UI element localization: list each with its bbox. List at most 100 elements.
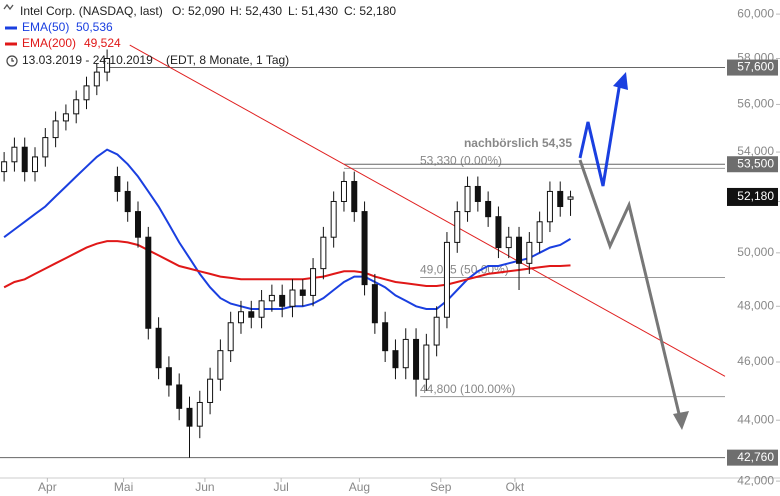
candle-body: [546, 190, 553, 223]
legend-title: Intel Corp. (NASDAQ, last): [20, 4, 163, 18]
candle-body: [443, 241, 450, 318]
candle-body: [258, 300, 265, 318]
candle-body: [227, 322, 234, 352]
legend-ohlc: O: 52,090: [172, 4, 225, 18]
level-box: [727, 59, 778, 76]
level-label: 57,600: [737, 60, 774, 74]
candle-body: [186, 407, 193, 427]
y-tick-label: 46,000: [737, 354, 774, 368]
annotation: nachbörslich 54,35: [464, 136, 572, 150]
clock-icon: [6, 55, 18, 67]
candle-body: [114, 176, 121, 192]
candle-body: [557, 190, 564, 208]
candle-body: [237, 311, 244, 324]
last-price-label: 52,180: [737, 189, 774, 203]
candle-body: [279, 294, 286, 307]
candle-body: [248, 311, 255, 318]
x-tick-label: Jun: [195, 480, 214, 494]
candle-body: [62, 113, 69, 122]
candle-body: [485, 200, 492, 218]
clock-hand: [11, 58, 14, 62]
candle-body: [382, 322, 389, 352]
y-tick-label: 50,000: [737, 245, 774, 259]
y-tick-label: 54,000: [737, 144, 774, 158]
fib-label: 49,065 (50.00%): [420, 263, 509, 277]
candle-body: [104, 57, 111, 73]
legend-period-note: (EDT, 8 Monate, 1 Tag): [166, 53, 289, 67]
ema-line: [3, 240, 571, 289]
candle-body: [371, 284, 378, 324]
x-tick-label: Okt: [506, 480, 525, 494]
level-box: [727, 156, 778, 173]
candle-body: [402, 338, 409, 369]
candle-body: [361, 211, 368, 286]
candle-body: [567, 196, 574, 200]
x-tick-label: Aug: [349, 480, 370, 494]
candle-body: [536, 221, 543, 243]
candle-body: [52, 120, 59, 139]
bull-arrow: [578, 81, 622, 187]
candle-body: [413, 338, 420, 380]
candle-body: [505, 236, 512, 249]
trendline: [129, 44, 726, 377]
candle-body: [495, 216, 502, 249]
level-label: 42,760: [737, 450, 774, 464]
legend-label: EMA(50): [22, 20, 69, 34]
bull-arrowhead: [613, 72, 628, 90]
candle-body: [196, 401, 203, 427]
legend-icon: [3, 3, 14, 11]
scenario-arrows: [578, 72, 689, 430]
legend: Intel Corp. (NASDAQ, last) O: 52,090 H: …: [3, 3, 396, 67]
legend-ohlc: L: 51,430: [288, 4, 338, 18]
candle-body: [155, 327, 162, 369]
x-tick-label: Jul: [273, 480, 288, 494]
candle-body: [134, 211, 141, 238]
level-label: 53,500: [737, 156, 774, 170]
candle-body: [1, 161, 8, 173]
candle-body: [124, 190, 131, 213]
y-tick-label: 44,000: [737, 412, 774, 426]
candle-body: [464, 185, 471, 213]
candle-body: [176, 384, 183, 409]
y-tick-label: 48,000: [737, 298, 774, 312]
candle-body: [289, 289, 296, 307]
legend-ohlc: H: 52,430: [230, 4, 282, 18]
candle-body: [73, 99, 80, 115]
level-box: [727, 449, 778, 466]
legend-value: 49,524: [84, 36, 121, 50]
candle-body: [42, 137, 49, 158]
candle-body: [423, 344, 430, 380]
candle-body: [145, 236, 152, 329]
legend-period: 13.03.2019 - 24.10.2019: [22, 53, 153, 67]
last-price-box: [727, 187, 778, 206]
candle-body: [474, 185, 481, 202]
candle-body: [83, 85, 90, 101]
bear-arrowhead: [673, 411, 689, 430]
candle-body: [310, 268, 317, 296]
x-tick-label: Sep: [430, 480, 452, 494]
candle-body: [392, 350, 399, 369]
candle-body: [21, 146, 28, 173]
y-tick-label: 60,000: [737, 6, 774, 20]
candle-body: [299, 289, 306, 296]
fib-label: 44,800 (100.00%): [420, 382, 515, 396]
legend-label: EMA(200): [22, 36, 76, 50]
candle-body: [32, 156, 39, 173]
candle-body: [433, 316, 440, 346]
y-tick-label: 42,000: [737, 473, 774, 487]
candle-body: [165, 367, 172, 386]
candle-body: [268, 294, 275, 302]
plot-area: 60,00058,00056,00054,00052,00050,00048,0…: [0, 6, 780, 494]
fib-label: 53,330 (0.00%): [420, 154, 502, 168]
candle-body: [320, 236, 327, 270]
bear-arrow: [578, 159, 682, 419]
candle-body: [526, 241, 533, 264]
candle-body: [207, 378, 214, 403]
legend-value: 50,536: [76, 20, 113, 34]
legend-ohlc: C: 52,180: [344, 4, 396, 18]
y-tick-label: 56,000: [737, 97, 774, 111]
candle-body: [217, 350, 224, 380]
candle-body: [351, 180, 358, 213]
